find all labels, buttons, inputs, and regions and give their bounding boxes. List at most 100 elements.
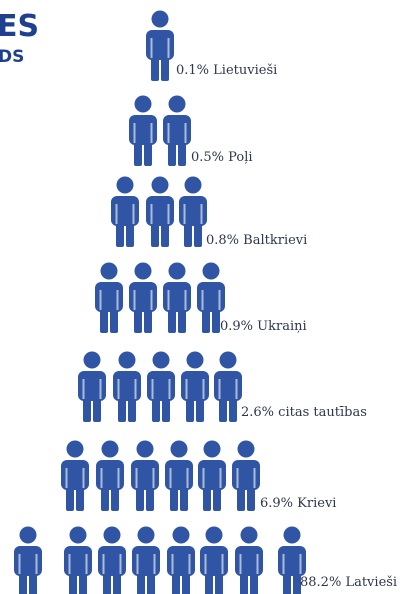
- icon-head: [168, 95, 186, 113]
- icon-head: [186, 351, 204, 369]
- icon-gap: [201, 290, 204, 310]
- icon-gap: [167, 38, 170, 58]
- icon-gap: [171, 554, 174, 574]
- icon-leg: [100, 302, 108, 333]
- icon-leg: [93, 391, 101, 422]
- value-label: 0.1%: [176, 63, 209, 78]
- icon-leg: [168, 135, 176, 166]
- icon-head: [134, 95, 152, 113]
- icon-body: [181, 371, 209, 401]
- icon-gap: [202, 379, 205, 399]
- icon-head: [66, 440, 84, 458]
- category-label: Baltkrievi: [243, 233, 307, 248]
- icon-gap: [68, 554, 71, 574]
- icon-gap: [219, 468, 222, 488]
- icon-body: [61, 460, 89, 490]
- icon-gap: [82, 379, 85, 399]
- icon-gap: [218, 290, 221, 310]
- icon-head: [116, 176, 134, 194]
- icon-gap: [115, 204, 118, 224]
- icon-leg: [205, 566, 213, 594]
- icon-gap: [102, 554, 105, 574]
- icon-gap: [153, 554, 156, 574]
- icon-head: [137, 526, 155, 544]
- icon-row: [129, 95, 191, 166]
- icon-head: [170, 440, 188, 458]
- icon-head: [134, 262, 152, 280]
- icon-leg: [137, 566, 145, 594]
- icon-head: [151, 10, 169, 28]
- icon-leg: [182, 566, 190, 594]
- icon-gap: [184, 290, 187, 310]
- icon-head: [202, 262, 220, 280]
- icon-gap: [100, 468, 103, 488]
- icon-gap: [117, 379, 120, 399]
- icon-row: [78, 351, 242, 422]
- icon-gap: [116, 290, 119, 310]
- icon-head: [205, 526, 223, 544]
- icon-head: [83, 351, 101, 369]
- icon-leg: [134, 302, 142, 333]
- icon-head: [203, 440, 221, 458]
- icon-body: [132, 546, 160, 576]
- icon-gap: [132, 204, 135, 224]
- icon-gap: [186, 468, 189, 488]
- icon-leg: [110, 302, 118, 333]
- icon-body: [232, 460, 260, 490]
- icon-gap: [85, 554, 88, 574]
- icon-gap: [150, 204, 153, 224]
- category-label: Krievi: [297, 496, 336, 511]
- row-label: 0.1% Lietuvieši: [176, 63, 277, 78]
- icon-leg: [213, 480, 221, 511]
- icon-head: [69, 526, 87, 544]
- icon-gap: [150, 38, 153, 58]
- icon-head: [240, 526, 258, 544]
- icon-leg: [144, 135, 152, 166]
- icon-body: [146, 30, 174, 60]
- icon-gap: [188, 554, 191, 574]
- icon-leg: [283, 566, 291, 594]
- icon-head: [168, 262, 186, 280]
- icon-gap: [218, 379, 221, 399]
- icon-head: [219, 351, 237, 369]
- icon-row: [14, 526, 306, 594]
- icon-leg: [69, 566, 77, 594]
- category-label: Latvieši: [345, 575, 397, 590]
- icon-gap: [136, 554, 139, 574]
- icon-body: [147, 371, 175, 401]
- icon-leg: [83, 391, 91, 422]
- icon-gap: [117, 468, 120, 488]
- icon-leg: [215, 566, 223, 594]
- icon-leg: [111, 480, 119, 511]
- icon-body: [165, 460, 193, 490]
- icon-leg: [240, 566, 248, 594]
- icon-row: [61, 440, 260, 511]
- icon-gap: [167, 123, 170, 143]
- icon-leg: [118, 391, 126, 422]
- icon-gap: [299, 554, 302, 574]
- icon-row: [111, 176, 207, 247]
- icon-body: [198, 460, 226, 490]
- row-label: 88.2% Latvieši: [300, 575, 397, 590]
- icon-head: [101, 440, 119, 458]
- row-label: 2.6% citas tautības: [241, 405, 367, 420]
- icon-leg: [184, 216, 192, 247]
- icon-gap: [82, 468, 85, 488]
- icon-gap: [119, 554, 122, 574]
- icon-gap: [183, 204, 186, 224]
- icon-leg: [151, 50, 159, 81]
- icon-gap: [282, 554, 285, 574]
- icon-gap: [253, 468, 256, 488]
- icon-gap: [167, 204, 170, 224]
- icon-head: [237, 440, 255, 458]
- value-label: 0.8%: [206, 233, 239, 248]
- icon-gap: [99, 379, 102, 399]
- icon-body: [95, 282, 123, 312]
- icon-leg: [146, 480, 154, 511]
- value-label: 6.9%: [260, 496, 293, 511]
- icon-gap: [185, 379, 188, 399]
- icon-body: [278, 546, 306, 576]
- icon-leg: [212, 302, 220, 333]
- icon-head: [172, 526, 190, 544]
